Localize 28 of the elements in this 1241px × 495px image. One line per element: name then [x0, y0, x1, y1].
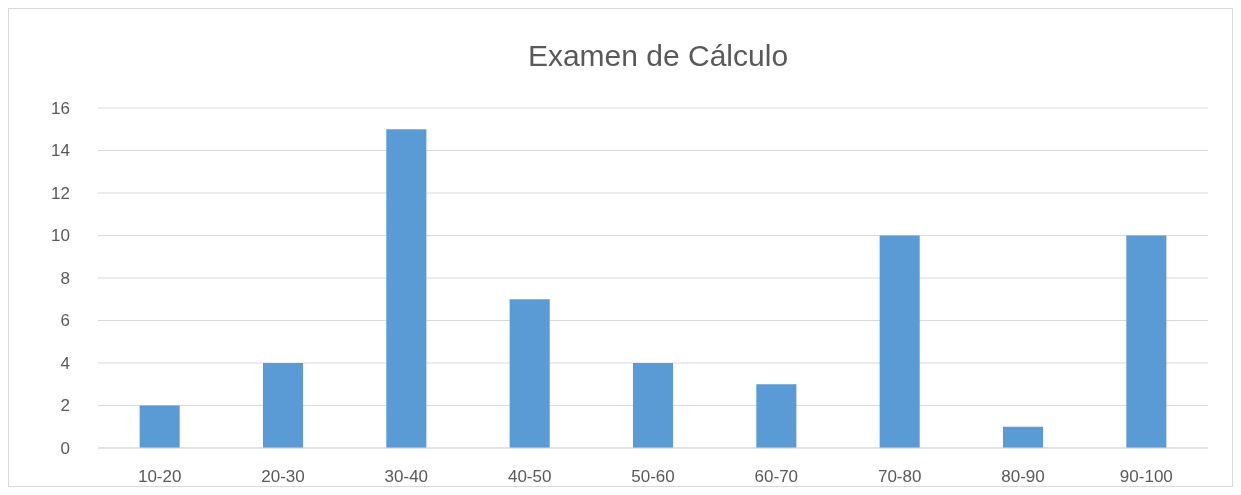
bar	[632, 363, 674, 448]
y-tick-label: 10	[51, 226, 70, 246]
bar	[262, 363, 304, 448]
bar	[139, 405, 180, 448]
x-tick-label: 80-90	[1001, 466, 1045, 486]
x-tick-label: 20-30	[261, 466, 305, 486]
y-tick-label: 14	[51, 141, 70, 161]
bar	[509, 299, 550, 448]
y-tick-label: 2	[60, 396, 70, 416]
x-tick-label: 60-70	[754, 466, 799, 486]
bar	[1126, 235, 1167, 448]
x-tick-label: 40-50	[507, 466, 552, 486]
x-tick-label: 90-100	[1119, 466, 1173, 486]
y-tick-label: 4	[60, 353, 70, 373]
x-tick-label: 30-40	[384, 466, 429, 486]
x-tick-label: 10-20	[137, 466, 182, 486]
y-tick-label: 16	[51, 98, 70, 118]
x-tick-label: 70-80	[877, 466, 922, 486]
chart-title: Examen de Cálculo	[527, 39, 789, 72]
bar	[756, 384, 797, 448]
y-tick-label: 0	[60, 438, 70, 458]
y-tick-label: 6	[60, 311, 70, 331]
x-tick-label: 50-60	[631, 466, 675, 486]
y-tick-label: 8	[60, 268, 70, 288]
bar	[1002, 426, 1044, 448]
y-tick-label: 12	[51, 183, 70, 203]
bar	[879, 235, 920, 448]
bar	[386, 129, 427, 448]
